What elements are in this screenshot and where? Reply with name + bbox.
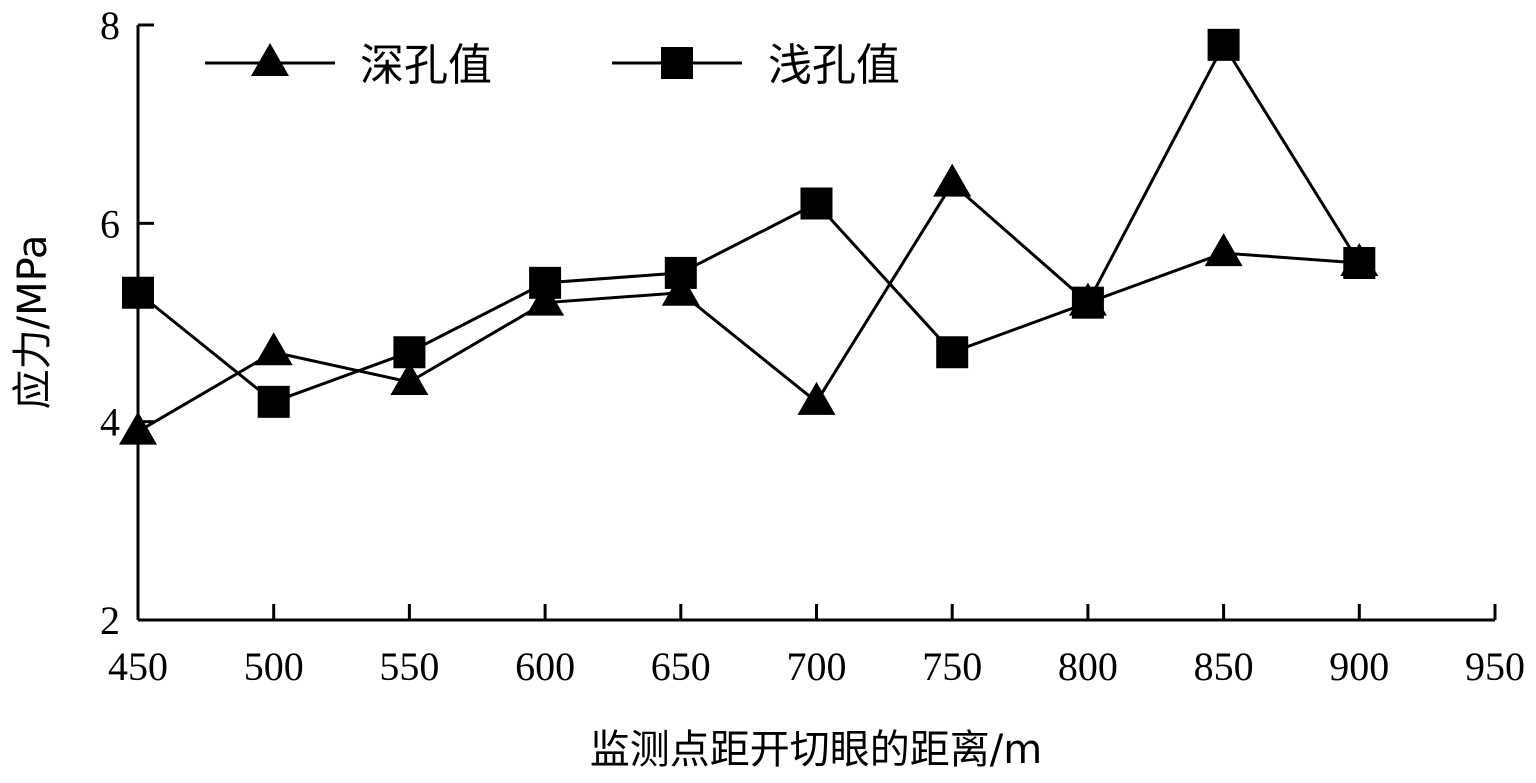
x-tick-label: 900 [1329, 644, 1389, 689]
legend: 深孔值 浅孔值 [205, 40, 900, 91]
y-tick-label: 2 [100, 598, 120, 643]
triangle-point [390, 362, 429, 395]
square-point [1343, 247, 1376, 279]
y-ticks: 2 4 6 8 [100, 3, 154, 643]
triangle-point [661, 272, 700, 306]
legend-marker-square [661, 47, 693, 79]
x-tick-label: 800 [1058, 644, 1118, 689]
x-tick-label: 500 [244, 644, 304, 689]
x-tick-label: 450 [108, 644, 168, 689]
square-point [1071, 286, 1104, 319]
legend-label-series-1: 深孔值 [360, 40, 492, 91]
y-axis-title: 应力/MPa [10, 235, 56, 410]
x-tick-label: 550 [379, 644, 439, 689]
legend-label-series-2: 浅孔值 [768, 40, 900, 91]
x-tick-label: 950 [1465, 644, 1525, 689]
series-line-1 [137, 181, 1360, 433]
x-tick-label: 700 [787, 644, 847, 689]
legend-marker-triangle [251, 43, 289, 76]
square-point [122, 276, 154, 309]
axes [136, 25, 1495, 622]
square-point [393, 336, 426, 369]
square-point [664, 256, 697, 289]
triangle-point [797, 381, 836, 415]
triangle-point [1204, 233, 1243, 267]
square-point [800, 187, 833, 220]
y-tick-label: 8 [100, 3, 120, 48]
x-tick-label: 850 [1194, 644, 1254, 689]
square-point [936, 336, 969, 369]
x-ticks: 450 500 550 600 650 700 750 800 850 900 950 [108, 604, 1525, 689]
series-layer [119, 28, 1379, 445]
series-line-2 [137, 41, 1361, 404]
triangle-point [119, 411, 157, 445]
x-tick-label: 650 [651, 644, 711, 689]
y-tick-label: 6 [100, 201, 120, 246]
square-point [1207, 28, 1240, 61]
y-tick-label: 4 [100, 400, 120, 445]
x-tick-label: 600 [515, 644, 575, 689]
x-axis-title: 监测点距开切眼的距离/m [590, 727, 1042, 773]
triangle-point [526, 282, 565, 316]
square-point [529, 266, 562, 299]
x-tick-label: 750 [922, 644, 982, 689]
square-point [257, 385, 290, 418]
triangle-point [254, 332, 293, 366]
triangle-point [933, 163, 972, 197]
